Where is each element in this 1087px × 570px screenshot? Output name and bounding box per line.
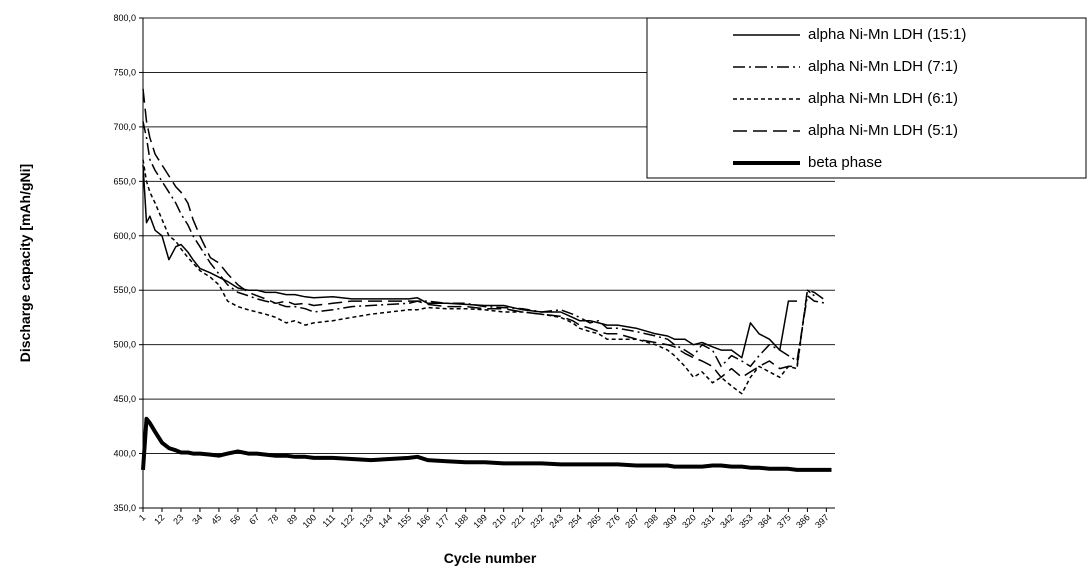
y-axis-title: Discharge capacity [mAh/gNi] (17, 164, 33, 362)
x-tick-label: 287 (623, 512, 641, 530)
x-tick-label: 23 (171, 512, 185, 526)
y-tick-label: 800,0 (113, 13, 136, 23)
x-tick-label: 177 (433, 512, 451, 530)
x-tick-label: 199 (471, 512, 489, 530)
x-tick-label: 56 (228, 512, 242, 526)
x-tick-label: 111 (320, 512, 337, 529)
legend-label: beta phase (808, 154, 882, 171)
y-tick-label: 400,0 (113, 449, 136, 459)
y-tick-label: 350,0 (113, 503, 136, 513)
x-tick-label: 375 (775, 512, 793, 530)
series-line (142, 159, 815, 395)
y-tick-label: 700,0 (113, 122, 136, 132)
y-tick-label: 750,0 (113, 67, 136, 77)
x-tick-label: 34 (190, 512, 204, 526)
x-tick-label: 342 (718, 512, 736, 530)
x-tick-label: 89 (285, 512, 299, 526)
x-tick-label: 276 (604, 512, 622, 530)
x-tick-label: 210 (490, 512, 508, 530)
legend-label: alpha Ni-Mn LDH (15:1) (808, 26, 966, 43)
legend-label: alpha Ni-Mn LDH (7:1) (808, 58, 958, 75)
x-tick-label: 221 (509, 512, 527, 530)
x-tick-label: 309 (661, 512, 679, 530)
y-tick-label: 650,0 (113, 176, 136, 186)
y-tick-label: 550,0 (113, 285, 136, 295)
x-tick-label: 1 (137, 512, 148, 523)
x-tick-label: 353 (737, 512, 755, 530)
x-tick-label: 67 (247, 512, 261, 526)
x-tick-label: 364 (756, 512, 774, 530)
x-tick-label: 243 (547, 512, 565, 530)
x-tick-label: 188 (452, 512, 470, 530)
legend-label: alpha Ni-Mn LDH (5:1) (808, 122, 958, 139)
series-line (142, 88, 827, 379)
x-axis-title: Cycle number (444, 550, 537, 566)
x-tick-label: 265 (585, 512, 603, 530)
x-tick-label: 155 (395, 512, 413, 530)
x-tick-label: 122 (339, 512, 357, 530)
x-tick-label: 320 (680, 512, 698, 530)
x-tick-label: 397 (813, 512, 831, 530)
y-tick-label: 450,0 (113, 394, 136, 404)
legend: alpha Ni-Mn LDH (15:1) alpha Ni-Mn LDH (7… (646, 17, 1087, 179)
x-tick-label: 331 (699, 512, 717, 530)
x-tick-label: 133 (358, 512, 376, 530)
x-tick-label: 45 (209, 512, 223, 526)
x-tick-label: 100 (301, 512, 319, 530)
legend-label: alpha Ni-Mn LDH (6:1) (808, 90, 958, 107)
x-tick-label: 144 (376, 512, 394, 530)
x-tick-label: 254 (566, 512, 584, 530)
series-line (142, 164, 797, 359)
legend-box (646, 17, 1087, 179)
x-tick-label: 12 (152, 512, 166, 526)
x-tick-label: 232 (528, 512, 546, 530)
y-tick-label: 600,0 (113, 231, 136, 241)
y-tick-label: 500,0 (113, 340, 136, 350)
x-tick-label: 298 (642, 512, 660, 530)
x-tick-label: 386 (794, 512, 812, 530)
series-line (141, 416, 832, 472)
x-tick-label: 78 (266, 512, 280, 526)
x-tick-label: 166 (414, 512, 432, 530)
